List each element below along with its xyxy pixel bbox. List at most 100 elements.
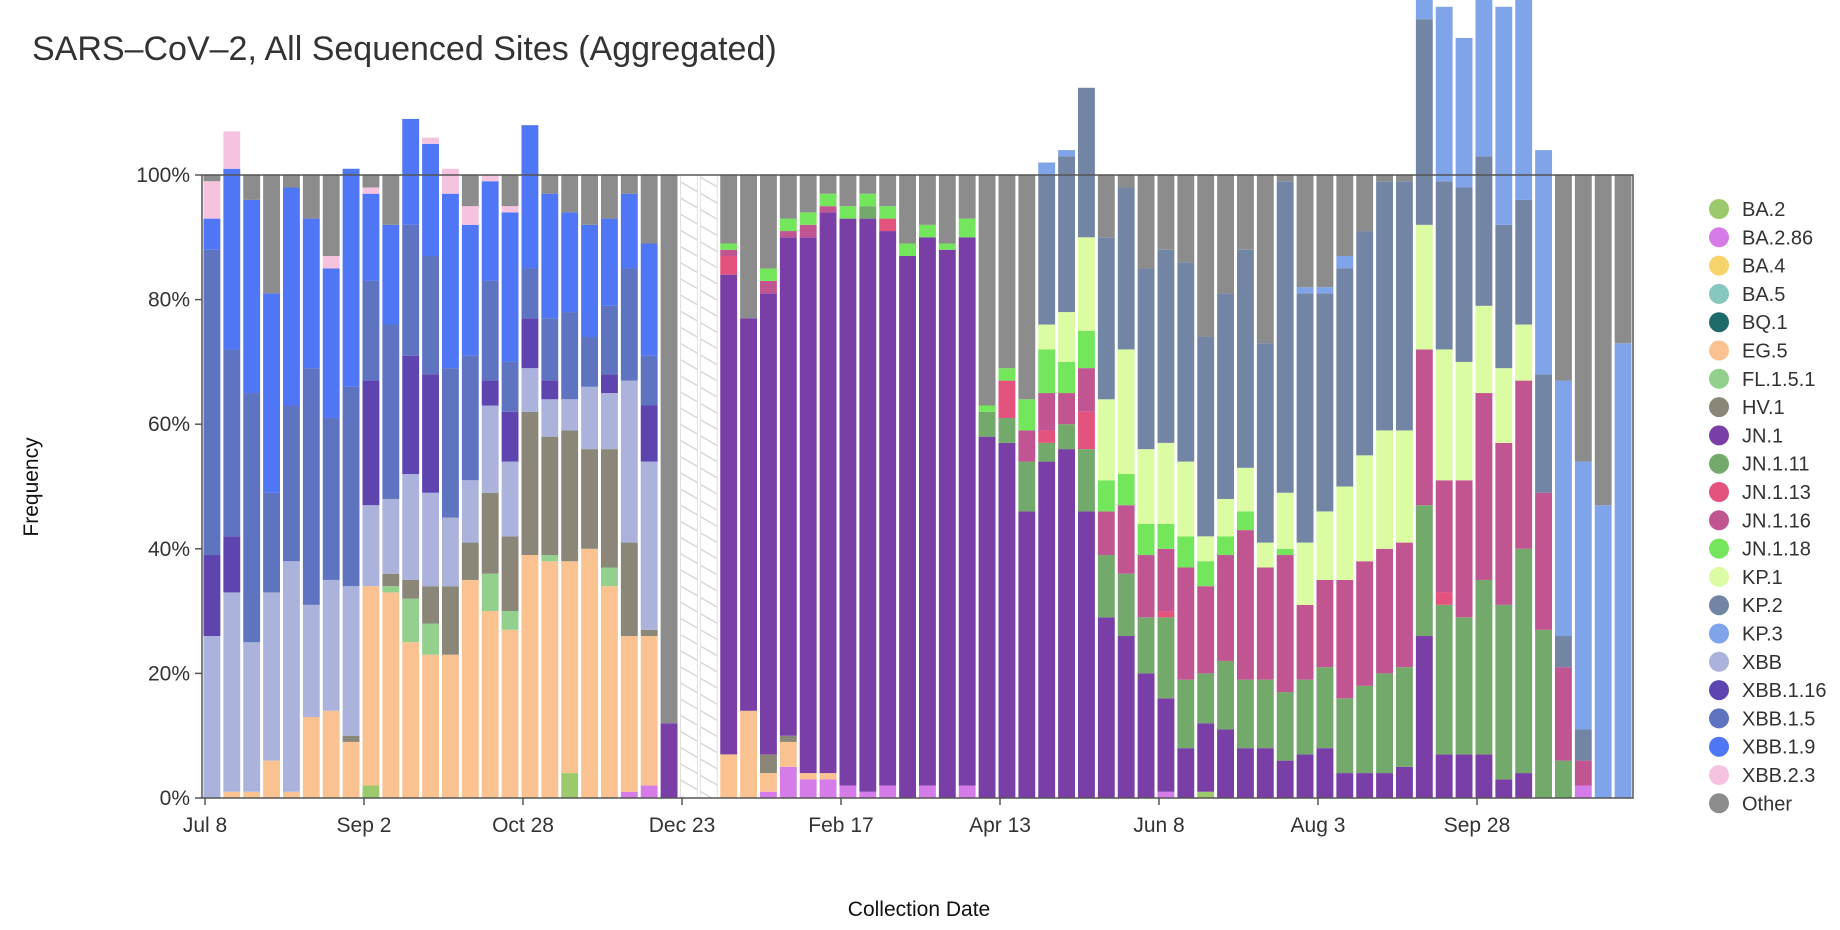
bar-segment-jn-1-11[interactable] <box>978 411 996 437</box>
bar-segment-other[interactable] <box>720 175 738 244</box>
bar-segment-jn-1-18[interactable] <box>879 206 897 219</box>
bar-segment-other[interactable] <box>1356 175 1374 232</box>
bar-segment-kp-1[interactable] <box>1276 492 1294 549</box>
bar-segment-xbb[interactable] <box>640 461 658 630</box>
bar-segment-other[interactable] <box>1296 175 1314 288</box>
legend-item-xbb-1-5[interactable]: XBB.1.5 <box>1709 708 1815 730</box>
bar-segment-jn-1-16[interactable] <box>1316 579 1334 668</box>
bar-segment-eg-5[interactable] <box>302 717 320 798</box>
bar-segment-kp-1[interactable] <box>1217 498 1234 537</box>
bar-segment-xbb-1-9[interactable] <box>481 181 499 281</box>
bar-segment-jn-1-16[interactable] <box>1197 586 1215 674</box>
bar-segment-kp-3[interactable] <box>1515 0 1533 200</box>
bar-segment-jn-1[interactable] <box>1197 723 1215 792</box>
bar-segment-xbb[interactable] <box>322 579 340 711</box>
bar-segment-kp-2[interactable] <box>1555 636 1572 668</box>
bar-segment-kp-3[interactable] <box>1296 287 1314 294</box>
bar-segment-jn-1-11[interactable] <box>1058 424 1075 450</box>
bar-segment-eg-5[interactable] <box>402 642 420 798</box>
bar-segment-other[interactable] <box>779 175 797 219</box>
legend-item-other[interactable]: Other <box>1709 793 1792 815</box>
bar-segment-jn-1-16[interactable] <box>1435 480 1453 593</box>
bar-segment-xbb-2-3[interactable] <box>461 206 479 225</box>
bar-segment-kp-2[interactable] <box>1396 181 1413 431</box>
bar-segment-jn-1-11[interactable] <box>1256 679 1274 749</box>
bar-segment-jn-1[interactable] <box>919 237 936 786</box>
bar-segment-hv-1[interactable] <box>402 579 420 599</box>
bar-segment-jn-1[interactable] <box>740 318 757 711</box>
bar-segment-other[interactable] <box>859 175 877 194</box>
bar-segment-eg-5[interactable] <box>322 710 340 798</box>
bar-segment-xbb[interactable] <box>342 586 360 736</box>
bar-segment-fl-1-5-1[interactable] <box>541 555 559 562</box>
bar-segment-xbb-1-9[interactable] <box>521 125 539 269</box>
legend-item-kp-3[interactable]: KP.3 <box>1709 623 1783 646</box>
bar-segment-kp-3[interactable] <box>1555 380 1572 637</box>
bar-segment-kp-2[interactable] <box>1058 156 1075 313</box>
bar-segment-jn-1-18[interactable] <box>1177 536 1195 568</box>
bar-segment-jn-1-11[interactable] <box>1237 679 1254 749</box>
bar-segment-jn-1[interactable] <box>799 237 817 774</box>
bar-segment-xbb-1-5[interactable] <box>283 405 300 562</box>
bar-segment-other[interactable] <box>879 175 897 207</box>
bar-segment-eg-5[interactable] <box>283 791 300 798</box>
bar-segment-jn-1-16[interactable] <box>1515 380 1533 549</box>
bar-segment-xbb-1-16[interactable] <box>422 374 439 493</box>
bar-segment-kp-2[interactable] <box>1117 187 1135 350</box>
bar-segment-other[interactable] <box>382 175 400 225</box>
bar-segment-jn-1[interactable] <box>1018 511 1036 798</box>
bar-segment-jn-1-16[interactable] <box>1415 349 1433 506</box>
bar-segment-ba-2-86[interactable] <box>1574 785 1592 798</box>
bar-segment-kp-2[interactable] <box>1157 249 1175 443</box>
bar-segment-other[interactable] <box>760 175 777 269</box>
bar-segment-other[interactable] <box>1336 175 1354 256</box>
bar-segment-kp-1[interactable] <box>1495 368 1513 443</box>
bar-segment-xbb-1-5[interactable] <box>481 280 499 381</box>
bar-segment-kp-3[interactable] <box>1594 505 1612 798</box>
bar-segment-jn-1-13[interactable] <box>1157 611 1175 618</box>
bar-segment-xbb-1-5[interactable] <box>541 318 559 381</box>
bar-segment-kp-3[interactable] <box>1475 0 1493 157</box>
bar-segment-other[interactable] <box>620 175 638 194</box>
bar-segment-jn-1[interactable] <box>1495 779 1513 798</box>
bar-segment-other[interactable] <box>998 175 1016 369</box>
bar-segment-eg-5[interactable] <box>760 773 777 792</box>
bar-segment-xbb-1-5[interactable] <box>561 312 579 400</box>
bar-segment-jn-1-11[interactable] <box>1415 505 1433 637</box>
bar-segment-hv-1[interactable] <box>382 573 400 587</box>
bar-segment-jn-1-16[interactable] <box>1018 430 1036 462</box>
bar-segment-other[interactable] <box>203 175 221 182</box>
bar-segment-kp-1[interactable] <box>1475 305 1493 394</box>
bar-segment-other[interactable] <box>1157 175 1175 250</box>
bar-segment-jn-1-16[interactable] <box>1455 480 1473 618</box>
legend-item-jn-1-11[interactable]: JN.1.11 <box>1709 453 1809 476</box>
bar-segment-kp-3[interactable] <box>1316 287 1334 294</box>
bar-segment-jn-1-18[interactable] <box>760 268 777 281</box>
bar-segment-jn-1-11[interactable] <box>1396 667 1413 767</box>
bar-segment-xbb-1-16[interactable] <box>481 380 499 406</box>
bar-segment-ba-2-86[interactable] <box>1157 791 1175 798</box>
bar-segment-jn-1[interactable] <box>958 237 976 786</box>
bar-segment-jn-1-16[interactable] <box>1217 555 1234 661</box>
bar-segment-jn-1-13[interactable] <box>1038 430 1056 443</box>
bar-segment-other[interactable] <box>640 175 658 244</box>
bar-segment-kp-2[interactable] <box>1097 237 1115 400</box>
bar-segment-jn-1-18[interactable] <box>1058 361 1075 394</box>
bar-segment-eg-5[interactable] <box>243 791 261 798</box>
bar-segment-jn-1[interactable] <box>839 218 857 786</box>
bar-segment-xbb-1-9[interactable] <box>561 212 579 313</box>
bar-segment-kp-3[interactable] <box>1336 255 1354 269</box>
bar-segment-jn-1-16[interactable] <box>760 280 777 294</box>
bar-segment-xbb-1-16[interactable] <box>223 536 241 593</box>
bar-segment-kp-2[interactable] <box>1038 175 1056 325</box>
bar-segment-jn-1-18[interactable] <box>1038 349 1056 394</box>
bar-segment-eg-5[interactable] <box>442 654 459 798</box>
bar-segment-kp-1[interactable] <box>1256 542 1274 568</box>
bar-segment-jn-1[interactable] <box>978 436 996 798</box>
bar-segment-xbb-1-16[interactable] <box>521 318 539 369</box>
bar-segment-kp-1[interactable] <box>1455 361 1473 481</box>
bar-segment-hv-1[interactable] <box>342 735 360 742</box>
bar-segment-other[interactable] <box>1316 175 1334 288</box>
bar-segment-jn-1-18[interactable] <box>899 243 916 256</box>
bar-segment-kp-1[interactable] <box>1097 399 1115 481</box>
